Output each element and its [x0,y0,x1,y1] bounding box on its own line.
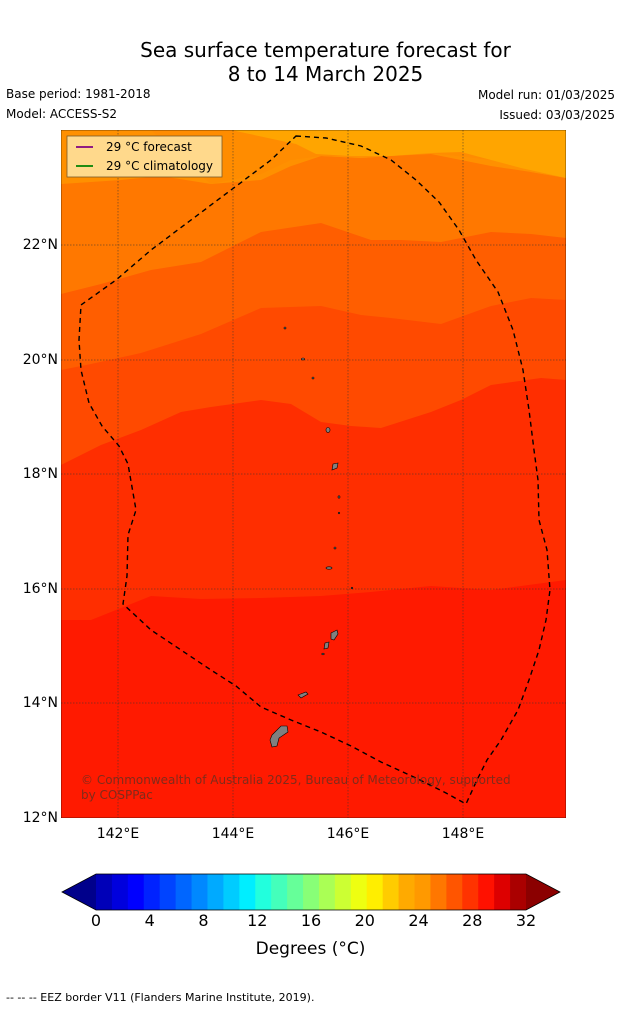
island-tinian [323,641,330,650]
map-title: Sea surface temperature forecast for 8 t… [0,38,621,86]
colorbar-swatch [366,874,384,910]
title-line-1: Sea surface temperature forecast for [140,38,511,62]
island-guam [269,725,289,748]
legend: 29 °C forecast 29 °C climatology [66,135,223,178]
colorbar-swatch [255,874,272,910]
colorbar-swatch [494,874,511,910]
island-agrihan [325,427,331,433]
lat-label-14n: 14°N [22,695,58,711]
colorbar-label: Degrees (°C) [255,939,366,959]
colorbar-swatch [127,874,145,910]
island-pagan [331,462,339,471]
colorbar-tick-label: 12 [247,911,268,930]
issued-date: Issued: 03/03/2025 [499,108,615,122]
legend-climatology-label: 29 °C climatology [106,159,213,173]
island-farallon-medinilla [350,586,354,590]
model-run: Model run: 01/03/2025 [477,88,615,102]
colorbar-tick-label: 0 [90,911,102,930]
lat-label-18n: 18°N [22,466,58,482]
colorbar-swatch [303,874,320,910]
grid-lines [61,130,566,818]
eez-border [78,135,551,805]
colorbar-svg [61,873,561,911]
lat-label-20n: 20°N [22,352,58,368]
lat-label-16n: 16°N [22,581,58,597]
legend-box [66,135,223,178]
colorbar-swatch [271,874,288,910]
colorbar-swatch [143,874,161,910]
colorbar-tick-label: 8 [198,911,209,930]
colorbar-tick-label: 20 [354,911,375,930]
island-guguan [337,511,341,515]
colorbar-swatch [318,874,336,910]
colorbar-swatch [414,874,431,910]
colorbar-extend-high [526,874,560,910]
island-farallon [283,326,287,330]
colorbar-swatch [398,874,416,910]
band-24 [231,130,566,178]
colorbar-swatch [430,874,447,910]
colorbar-swatch [350,874,368,910]
copyright-line-1: © Commonwealth of Australia 2025, Bureau… [81,773,511,787]
lat-label-22n: 22°N [22,237,58,253]
base-period: Base period: 1981-2018 [6,87,151,101]
colorbar-tick-label: 28 [462,911,483,930]
colorbar-swatch [223,874,240,910]
sst-map-svg: 29 °C forecast 29 °C climatology [60,129,567,819]
colorbar-swatch [207,874,224,910]
island-alamagan [337,495,341,499]
island-maug [301,357,305,361]
colorbar-swatch [382,874,400,910]
island-sarigan [333,546,337,550]
legend-forecast-label: 29 °C forecast [106,140,192,154]
island-anatahan [325,566,333,570]
colorbar-outline [61,873,561,911]
colorbar [60,872,562,912]
colorbar-tick-label: 24 [408,911,429,930]
eez-footer-note: -- -- -- EEZ border V11 (Flanders Marine… [6,991,315,1004]
colorbar-tick-label: 32 [515,911,537,930]
lon-label-146e: 146°E [326,826,370,842]
sst-map: 29 °C forecast 29 °C climatology [60,129,567,819]
colorbar-swatch [462,874,479,910]
title-line-2: 8 to 14 March 2025 [227,62,424,86]
island-saipan [330,629,339,641]
colorbar-swatch [96,874,113,910]
colorbar-tick-label: 16 [300,911,322,930]
copyright-notice: © Commonwealth of Australia 2025, Bureau… [81,773,521,803]
mariana-islands [269,326,354,748]
island-aguijan [321,652,325,656]
colorbar-swatch [111,874,129,910]
lon-label-142e: 142°E [96,826,140,842]
copyright-line-2: by COSPPac [81,788,153,802]
colorbar-swatch [510,874,527,910]
lon-label-148e: 148°E [441,826,485,842]
colorbar-swatch [159,874,177,910]
island-asuncion [311,376,315,380]
model-name: Model: ACCESS-S2 [6,107,118,121]
colorbar-swatch [334,874,352,910]
colorbar-swatch [287,874,304,910]
colorbar-swatch [446,874,463,910]
lat-label-12n: 12°N [22,810,58,826]
colorbar-swatch [239,874,256,910]
lon-label-144e: 144°E [211,826,255,842]
colorbar-tick-label: 4 [144,911,155,930]
colorbar-extend-low [62,874,96,910]
colorbar-swatch [175,874,193,910]
colorbar-swatch [478,874,495,910]
island-rota [297,691,309,699]
colorbar-swatch [191,874,208,910]
